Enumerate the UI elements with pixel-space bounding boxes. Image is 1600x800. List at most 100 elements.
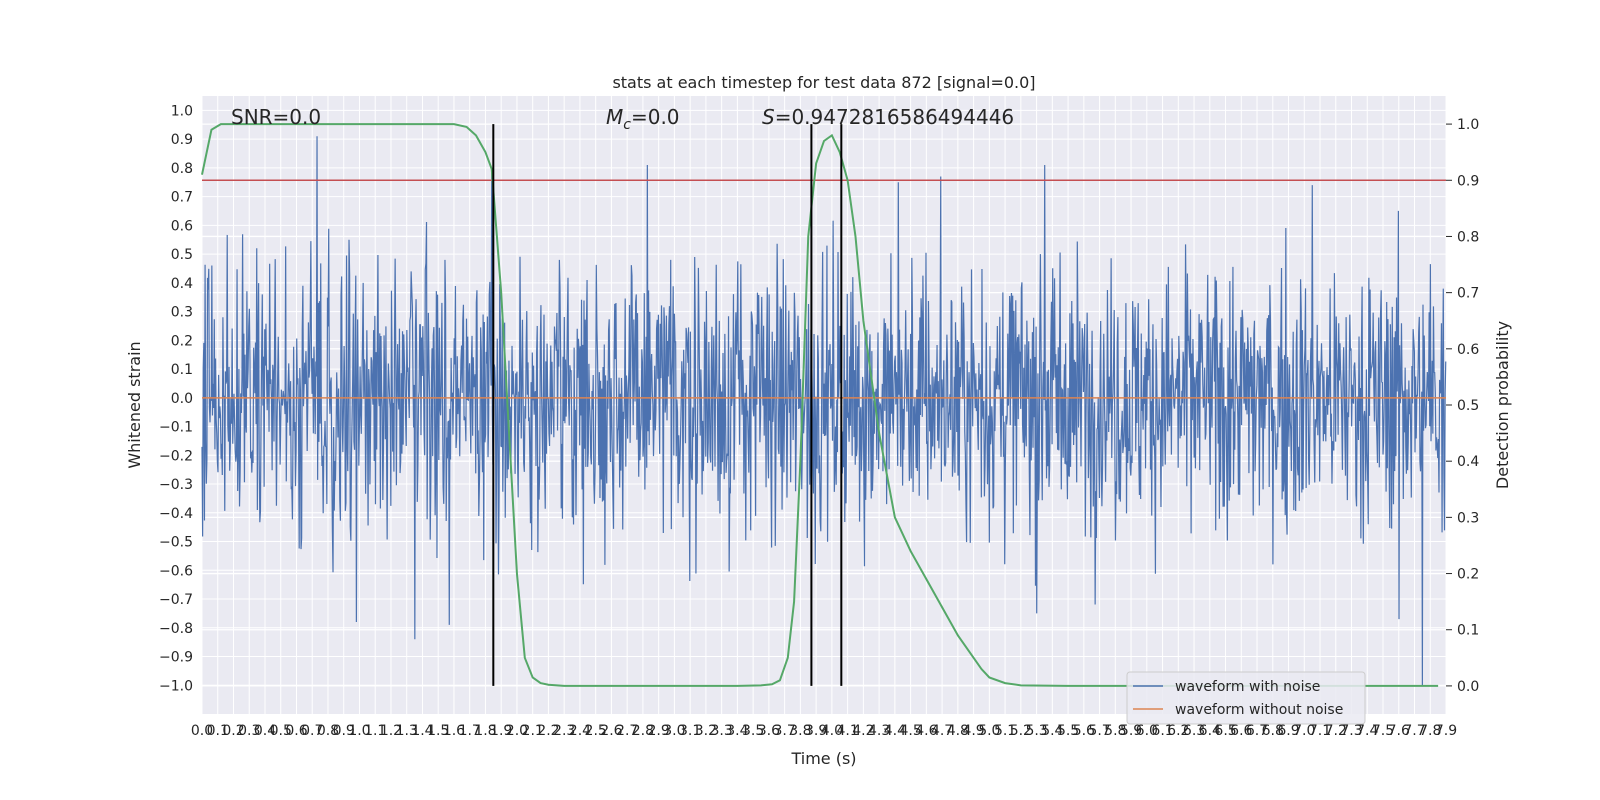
x-tick-label: 1.4 bbox=[411, 723, 433, 739]
y2-tick-label: 1.0 bbox=[1457, 117, 1479, 133]
y-tick-label: 0.8 bbox=[171, 161, 193, 177]
x-tick-label: 4.5 bbox=[899, 723, 921, 739]
x-tick-label: 5.3 bbox=[1025, 723, 1047, 739]
x-tick-label: 3.7 bbox=[774, 723, 796, 739]
detection-marker-lines bbox=[492, 124, 843, 686]
x-tick-label: 2.9 bbox=[648, 723, 670, 739]
x-tick-label: 0.3 bbox=[238, 723, 260, 739]
x-tick-label: 4.9 bbox=[962, 723, 984, 739]
y-tick-label: 0.0 bbox=[171, 391, 193, 407]
y2-tick-label: 0.2 bbox=[1457, 567, 1479, 583]
score-symbol: S bbox=[762, 105, 775, 129]
x-tick-label: 5.2 bbox=[1010, 723, 1032, 739]
x-tick-label: 6.0 bbox=[1136, 723, 1158, 739]
legend-label-clean: waveform without noise bbox=[1175, 702, 1343, 718]
x-tick-label: 6.3 bbox=[1183, 723, 1205, 739]
x-tick-label: 6.2 bbox=[1167, 723, 1189, 739]
x-tick-label: 1.8 bbox=[474, 723, 496, 739]
chirp-mass-annotation: Mc=0.0 bbox=[606, 105, 680, 133]
y2-tick-label: 0.7 bbox=[1457, 286, 1479, 302]
x-tick-label: 1.9 bbox=[490, 723, 512, 739]
y-tick-label: 0.3 bbox=[171, 305, 193, 321]
y-tick-label: −0.5 bbox=[159, 535, 193, 551]
y-tick-label: −0.6 bbox=[159, 563, 193, 579]
x-tick-label: 6.9 bbox=[1277, 723, 1299, 739]
x-tick-label: 1.2 bbox=[380, 723, 402, 739]
y-tick-label: −0.3 bbox=[159, 477, 193, 493]
x-tick-label: 3.3 bbox=[711, 723, 733, 739]
y2-tick-label: 0.6 bbox=[1457, 342, 1479, 358]
x-tick-label: 7.8 bbox=[1419, 723, 1441, 739]
snr-annotation: SNR=0.0 bbox=[231, 105, 321, 129]
x-tick-label: 3.2 bbox=[695, 723, 717, 739]
y-tick-label: −0.8 bbox=[159, 621, 193, 637]
x-tick-label: 3.6 bbox=[758, 723, 780, 739]
x-tick-label: 7.1 bbox=[1309, 723, 1331, 739]
x-tick-label: 2.5 bbox=[585, 723, 607, 739]
y-tick-label: 0.5 bbox=[171, 247, 193, 263]
x-tick-label: 2.4 bbox=[569, 723, 591, 739]
x-tick-label: 7.7 bbox=[1403, 723, 1425, 739]
x-tick-label: 6.5 bbox=[1214, 723, 1236, 739]
x-tick-label: 7.0 bbox=[1293, 723, 1315, 739]
score-annotation: S=0.9472816586494446 bbox=[762, 105, 1014, 129]
score-value: =0.9472816586494446 bbox=[775, 105, 1014, 129]
x-tick-label: 0.7 bbox=[301, 723, 323, 739]
x-tick-label: 2.0 bbox=[506, 723, 528, 739]
x-tick-label: 0.6 bbox=[285, 723, 307, 739]
x-tick-label: 2.8 bbox=[632, 723, 654, 739]
x-tick-label: 7.3 bbox=[1340, 723, 1362, 739]
x-tick-label: 4.1 bbox=[836, 723, 858, 739]
y2-tick-label: 0.5 bbox=[1457, 398, 1479, 414]
x-tick-label: 4.2 bbox=[852, 723, 874, 739]
x-tick-label: 3.0 bbox=[663, 723, 685, 739]
x-tick-label: 3.8 bbox=[789, 723, 811, 739]
series-waveform-with-noise bbox=[201, 136, 1447, 686]
x-tick-label: 5.8 bbox=[1104, 723, 1126, 739]
x-tick-label: 0.9 bbox=[333, 723, 355, 739]
x-tick-label: 0.4 bbox=[254, 723, 276, 739]
x-tick-label: 4.4 bbox=[884, 723, 906, 739]
x-tick-label: 0.1 bbox=[207, 723, 229, 739]
y-tick-label: 0.2 bbox=[171, 333, 193, 349]
x-tick-label: 2.7 bbox=[616, 723, 638, 739]
x-tick-label: 7.5 bbox=[1372, 723, 1394, 739]
y-tick-label: −0.4 bbox=[159, 506, 193, 522]
x-tick-label: 5.0 bbox=[978, 723, 1000, 739]
y-tick-label: −0.2 bbox=[159, 448, 193, 464]
series-detection-probability bbox=[201, 123, 1439, 687]
chirp-mass-subscript: c bbox=[623, 117, 631, 133]
x-tick-label: 1.7 bbox=[459, 723, 481, 739]
x-tick-label: 0.0 bbox=[191, 723, 213, 739]
legend-box bbox=[1126, 671, 1366, 725]
x-tick-label: 1.0 bbox=[348, 723, 370, 739]
y-axis-label: Whitened strain bbox=[125, 341, 144, 468]
x-tick-label: 0.2 bbox=[222, 723, 244, 739]
y2-tick-label: 0.0 bbox=[1457, 679, 1479, 695]
x-tick-label: 2.2 bbox=[537, 723, 559, 739]
x-tick-label: 1.6 bbox=[443, 723, 465, 739]
x-tick-label: 6.6 bbox=[1230, 723, 1252, 739]
x-tick-label: 6.8 bbox=[1262, 723, 1284, 739]
y2-tick-labels: 0.0 0.1 0.2 0.3 0.4 0.5 0.6 0.7 0.8 0.9 1.0 bbox=[1446, 117, 1479, 695]
y2-tick-label: 0.3 bbox=[1457, 510, 1479, 526]
y-tick-label: −0.7 bbox=[159, 592, 193, 608]
x-tick-label: 0.8 bbox=[317, 723, 339, 739]
x-tick-label: 6.1 bbox=[1151, 723, 1173, 739]
x-tick-label: 5.7 bbox=[1088, 723, 1110, 739]
y-tick-label: −0.1 bbox=[159, 420, 193, 436]
chirp-mass-value: =0.0 bbox=[631, 105, 680, 129]
y-tick-labels: −1.0 −0.9 −0.8 −0.7 −0.6 −0.5 −0.4 −0.3 −0.2 −0.1… bbox=[159, 103, 193, 694]
x-tick-label: 5.5 bbox=[1057, 723, 1079, 739]
x-tick-label: 3.5 bbox=[742, 723, 764, 739]
y2-tick-label: 0.9 bbox=[1457, 173, 1479, 189]
y2-tick-label: 0.1 bbox=[1457, 623, 1479, 639]
x-tick-label: 7.4 bbox=[1356, 723, 1378, 739]
detection-probability-line bbox=[201, 123, 1439, 687]
x-tick-labels: 0.00.10.20.30.40.50.60.70.80.91.01.11.21… bbox=[191, 723, 1457, 739]
x-tick-label: 7.2 bbox=[1325, 723, 1347, 739]
x-tick-label: 7.6 bbox=[1388, 723, 1410, 739]
x-tick-label: 1.3 bbox=[396, 723, 418, 739]
x-tick-label: 6.4 bbox=[1199, 723, 1221, 739]
